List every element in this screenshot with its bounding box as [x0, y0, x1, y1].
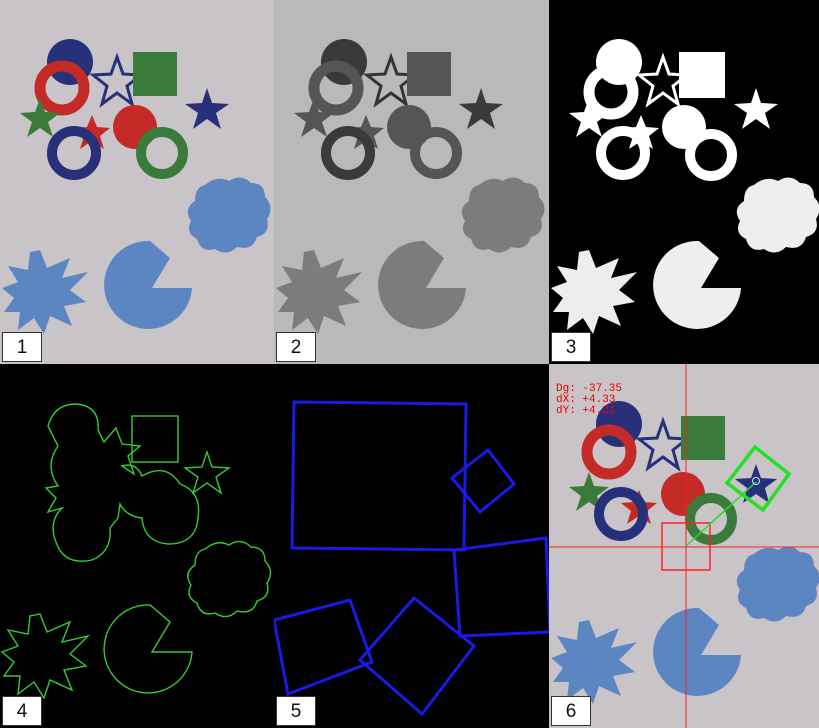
tracked-star-box [724, 444, 792, 513]
tracking-canvas [549, 364, 819, 728]
green-star [20, 98, 60, 137]
pacman-box [357, 595, 477, 717]
reference-box [661, 522, 711, 571]
panel-1-original: 1 [0, 0, 274, 364]
cloud-box [452, 536, 549, 638]
boxes-canvas [274, 364, 549, 728]
red-star [74, 115, 110, 149]
tracking-readout: Dg: -37.35 dX: +4.33 dY: +4.21 [556, 384, 622, 417]
green-square [133, 52, 177, 96]
panel-6-tracking: Dg: -37.35 dX: +4.33 dY: +4.21 6 [549, 364, 819, 728]
grayscale-shapes-canvas [274, 0, 549, 364]
contours-canvas [0, 364, 274, 728]
cloud-contour [187, 540, 272, 618]
panel-label-5: 5 [276, 696, 316, 726]
panel-label-1: 1 [2, 332, 42, 362]
red-ring [34, 60, 90, 116]
panel-2-grayscale: 2 [274, 0, 549, 364]
blue-cloud [187, 177, 271, 253]
pacman-contour [103, 604, 193, 694]
navy-ring [47, 126, 101, 180]
tracking-vector [685, 481, 757, 547]
burst-box [274, 598, 374, 697]
original-shapes-canvas [0, 0, 274, 364]
tracked-center [752, 477, 760, 485]
readout-dy: dY: +4.21 [556, 405, 616, 417]
panel-label-2: 2 [276, 332, 316, 362]
red-circle [113, 105, 157, 149]
readout-dg: Dg: -37.35 [556, 383, 623, 395]
panel-3-threshold: 3 [549, 0, 819, 364]
blue-pacman [104, 240, 192, 329]
threshold-shapes-canvas [549, 0, 819, 364]
panel-label-6: 6 [551, 696, 591, 726]
merged-cluster-contour [44, 403, 200, 562]
square-contour [131, 415, 179, 463]
small-rotated-box [449, 447, 517, 515]
panel-5-bounding-boxes: 5 [274, 364, 549, 728]
readout-dx: dX: +4.33 [556, 394, 616, 406]
navy-star [185, 88, 229, 129]
burst-contour [0, 613, 91, 700]
green-ring [136, 127, 188, 179]
star-contour [182, 449, 232, 495]
blue-burst [2, 250, 88, 334]
panel-4-contours: 4 [0, 364, 274, 728]
panel-label-3: 3 [551, 332, 591, 362]
panel-label-4: 4 [2, 696, 42, 726]
